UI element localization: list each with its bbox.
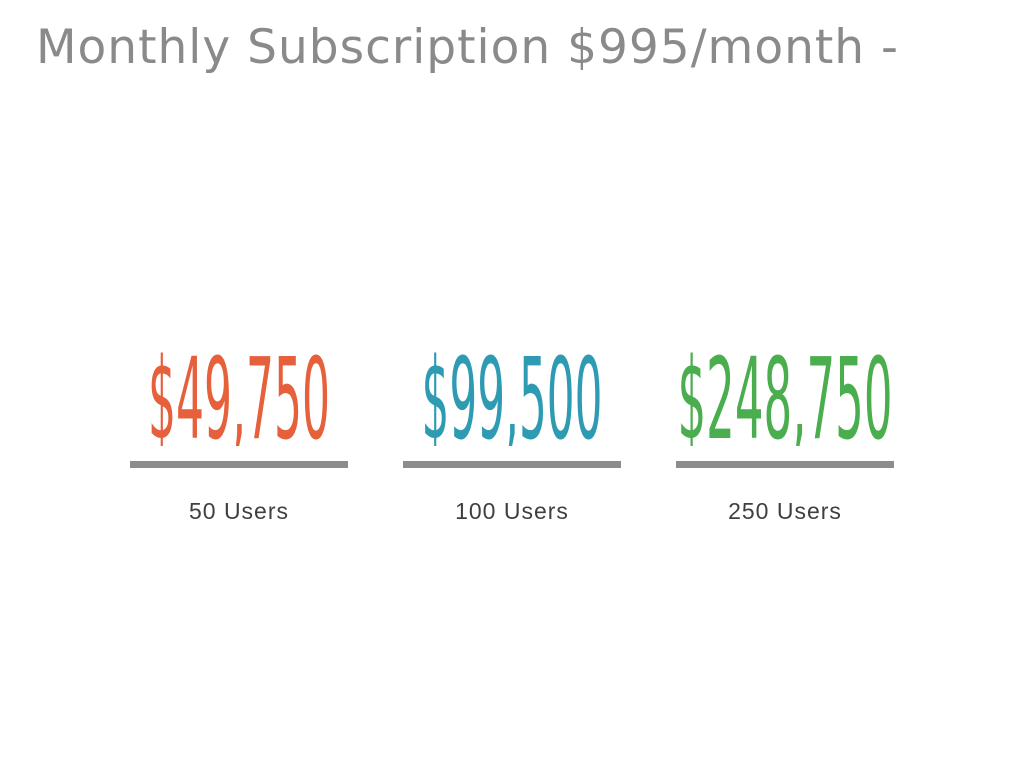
tier-label: 100 Users: [455, 498, 569, 524]
tier-divider: [403, 461, 621, 468]
slide-title: Monthly Subscription $995/month -: [36, 20, 899, 75]
pricing-tier-50-users: $49,750 50 Users: [103, 340, 375, 525]
tier-divider: [676, 461, 894, 468]
pricing-tiers: $49,750 50 Users $99,500 100 Users $248,…: [103, 340, 921, 525]
price-figure: $248,750: [678, 340, 893, 446]
price-figure: $99,500: [422, 340, 603, 446]
tier-label: 50 Users: [188, 498, 290, 524]
tier-divider: [130, 461, 348, 468]
price-value: $248,750: [678, 340, 893, 446]
tier-label: 250 Users: [728, 498, 842, 524]
price-figure: $49,750: [148, 340, 330, 446]
pricing-tier-250-users: $248,750 250 Users: [649, 340, 921, 525]
price-value: $99,500: [422, 340, 603, 446]
pricing-tier-100-users: $99,500 100 Users: [376, 340, 648, 525]
price-value: $49,750: [148, 340, 330, 446]
